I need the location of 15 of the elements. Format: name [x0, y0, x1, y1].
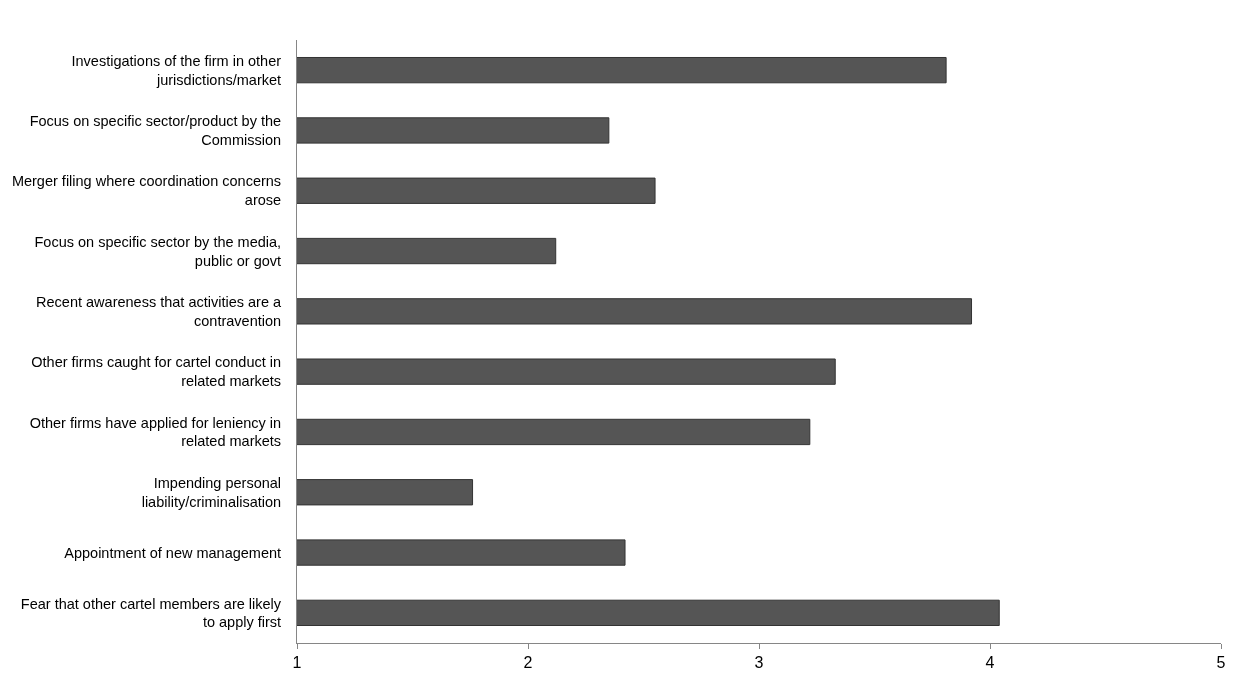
y-tick-label: Recent awareness that activities are a contravention [36, 294, 283, 329]
y-tick-label: Fear that other cartel members are likely to apply first [20, 595, 282, 631]
x-tick-label: 1 [292, 654, 302, 672]
y-tick-label: Other firms have applied for leniency in related markets [29, 414, 282, 450]
x-tick-label: 3 [754, 654, 764, 672]
y-tick-label: Focus on specific sector by the media, public or govt [34, 233, 282, 269]
y-tick-label: Focus on specific sector/product by the Commission [29, 113, 282, 148]
y-tick-label: Investigations of the firm in other jurisdictions/market [71, 52, 282, 88]
y-tick-label: Merger filing where coordination concerns arose [11, 173, 282, 209]
y-tick-label: Other firms caught for cartel conduct in related markets [31, 354, 282, 390]
x-tick-label: 2 [523, 654, 533, 672]
x-tick-label: 4 [985, 654, 995, 672]
x-tick-label: 5 [1216, 654, 1226, 672]
y-tick-label: Impending personal liability/criminalisation [141, 474, 282, 510]
y-tick-label: Appointment of new management [64, 544, 282, 561]
